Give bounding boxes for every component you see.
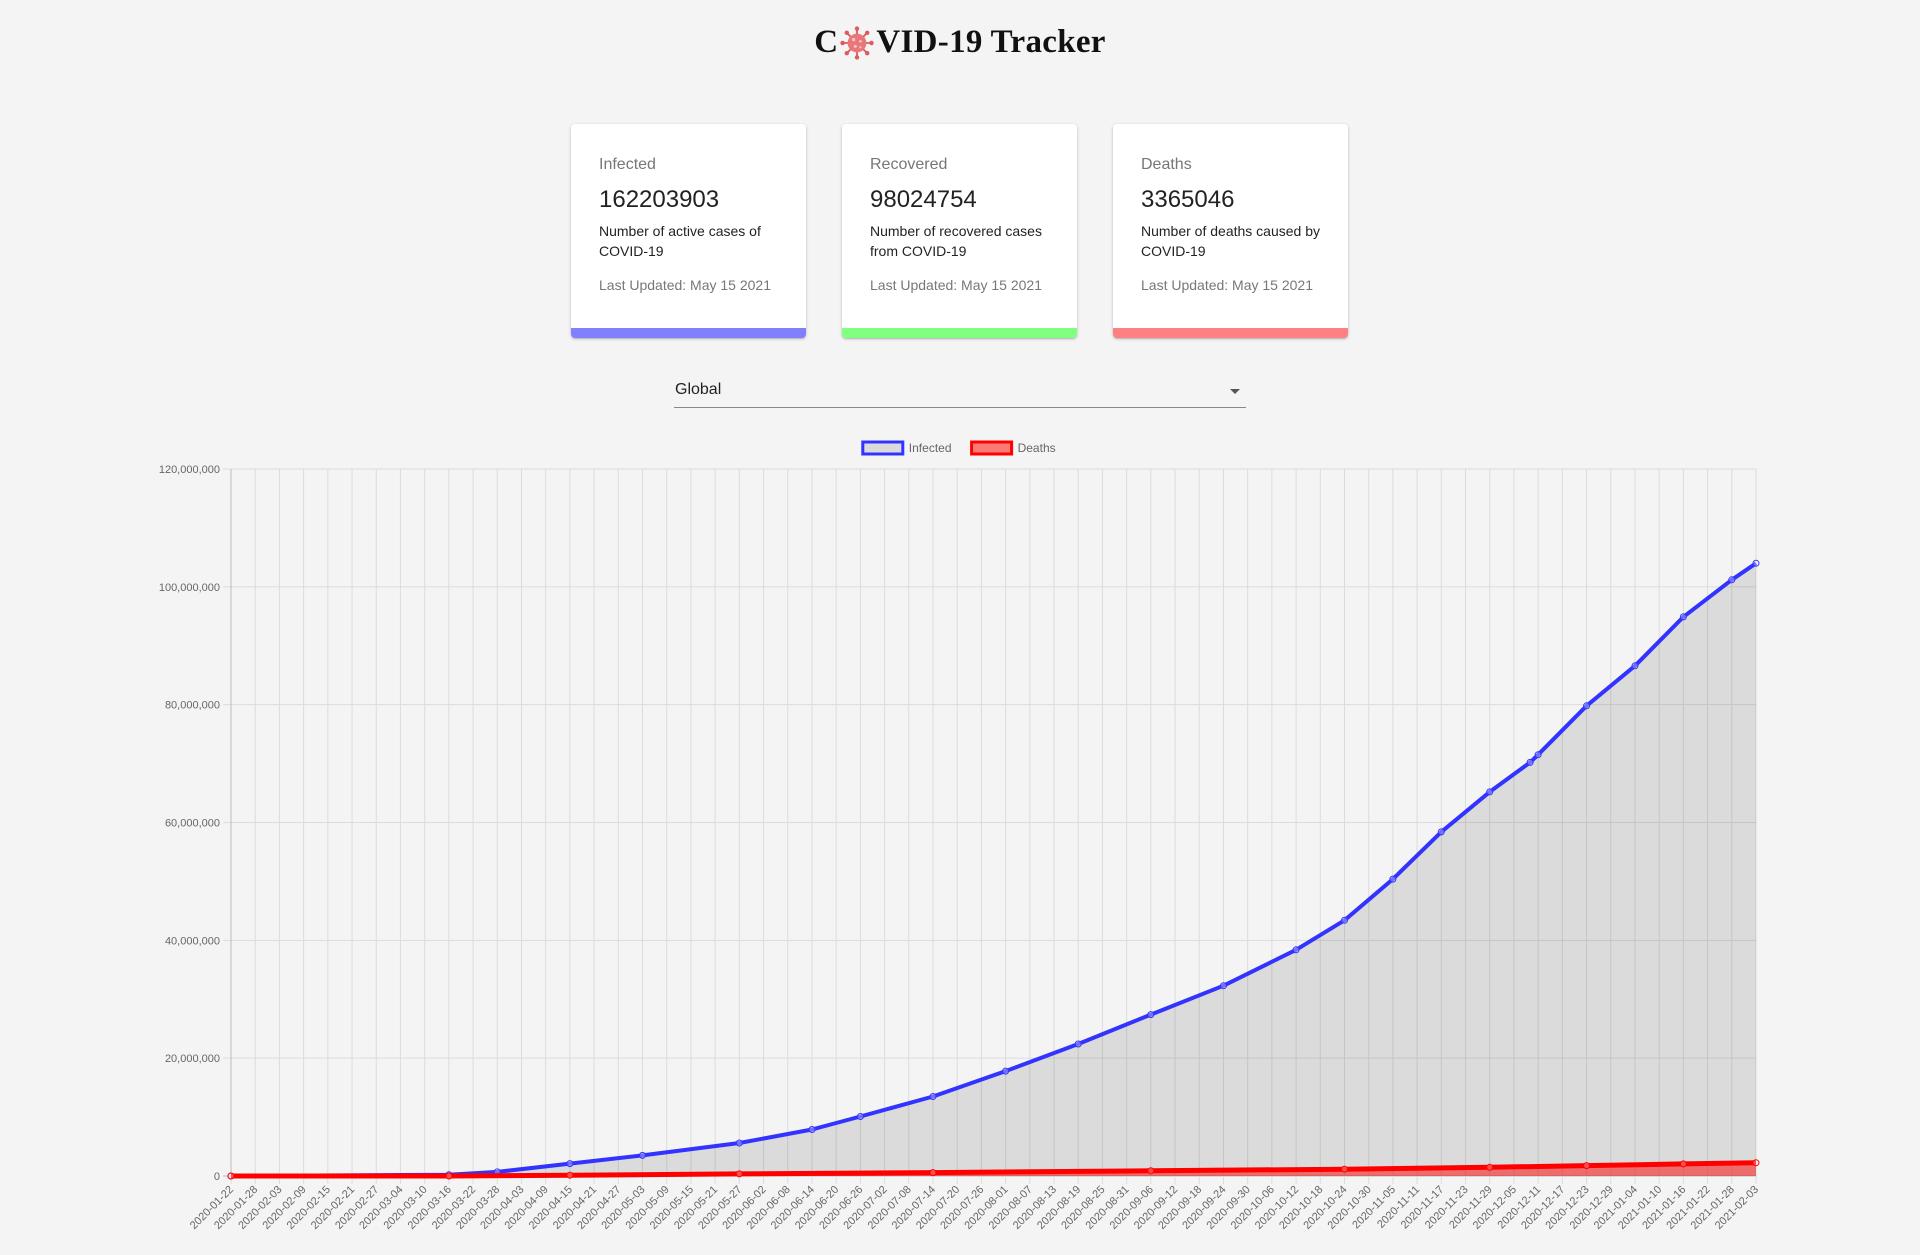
country-select-value: Global [675, 381, 722, 398]
data-point [1752, 1159, 1760, 1167]
virus-icon [840, 25, 875, 60]
card-color-bar [571, 328, 806, 338]
data-point [1486, 1163, 1494, 1171]
data-point [566, 1171, 574, 1179]
stats-cards: Infected 162203903 Number of active case… [571, 124, 1348, 338]
deaths-area [231, 1162, 1756, 1176]
title-text-start: C [814, 24, 839, 60]
data-point [1486, 788, 1494, 796]
data-point [1389, 875, 1397, 883]
title-text-end: VID-19 Tracker [876, 24, 1106, 60]
data-point [1341, 1165, 1348, 1173]
y-tick-label: 80,000,000 [165, 700, 220, 712]
deaths-points [227, 1159, 1760, 1180]
deaths-legend-swatch [970, 440, 1014, 456]
data-point [1679, 613, 1687, 621]
data-point [1074, 1040, 1082, 1048]
card-value: 98024754 [870, 186, 977, 213]
data-point [1526, 758, 1534, 766]
data-point [808, 1126, 816, 1133]
infected-legend-swatch [861, 440, 905, 456]
data-point [1728, 576, 1736, 584]
data-point [735, 1139, 743, 1147]
chevron-down-icon[interactable] [1230, 389, 1240, 394]
y-tick-label: 100,000,000 [159, 582, 220, 594]
data-point [929, 1093, 937, 1100]
card-value: 3365046 [1141, 186, 1235, 213]
data-point [1679, 1160, 1687, 1168]
data-point [1631, 662, 1639, 670]
y-tick-label: 20,000,000 [165, 1053, 220, 1065]
data-point [1147, 1167, 1155, 1175]
country-select[interactable]: Global [674, 376, 1246, 408]
deaths-card: Deaths 3365046 Number of deaths caused b… [1113, 124, 1348, 338]
card-description: Number of active cases of COVID-19 [599, 223, 761, 259]
infected-area [231, 563, 1756, 1176]
data-point [929, 1169, 937, 1177]
card-color-bar [842, 328, 1077, 338]
deaths-line [231, 1160, 1757, 1179]
page-title: C VID-19 Tracker [814, 24, 1106, 61]
recovered-card: Recovered 98024754 Number of recovered c… [842, 124, 1077, 338]
card-last-updated: Last Updated: May 15 2021 [1141, 277, 1314, 293]
data-point [1002, 1067, 1010, 1075]
cases-line-chart: 0 20,000,000 40,000,000 60,000,000 80,000,00… [159, 440, 1761, 1232]
data-point [639, 1151, 646, 1159]
infected-legend-label: Infected [909, 441, 952, 455]
card-label: Recovered [870, 156, 948, 173]
data-point [227, 1172, 235, 1180]
data-point [735, 1170, 743, 1178]
data-point [566, 1160, 574, 1168]
card-last-updated: Last Updated: May 15 2021 [599, 277, 772, 293]
infected-card: Infected 162203903 Number of active case… [571, 124, 806, 338]
data-point [1752, 559, 1760, 567]
data-point [1341, 916, 1348, 924]
data-point [1220, 982, 1227, 990]
data-point [1583, 702, 1591, 710]
page-header: C VID-19 Tracker [0, 24, 1920, 61]
card-color-bar [1113, 328, 1348, 338]
data-point [1292, 946, 1300, 954]
y-tick-label: 120,000,000 [159, 464, 220, 476]
y-tick-label: 60,000,000 [165, 818, 220, 830]
card-value: 162203903 [599, 186, 720, 213]
data-point [1534, 751, 1542, 759]
data-point [1583, 1162, 1591, 1170]
card-label: Infected [599, 156, 656, 173]
y-tick-label: 0 [214, 1171, 220, 1183]
data-point [1437, 828, 1445, 836]
deaths-legend-label: Deaths [1018, 441, 1056, 455]
y-tick-label: 40,000,000 [165, 935, 220, 947]
data-point [856, 1113, 864, 1120]
card-label: Deaths [1141, 156, 1192, 173]
card-description: Number of recovered cases from COVID-19 [870, 223, 1042, 259]
data-point [445, 1172, 453, 1180]
card-description: Number of deaths caused by COVID-19 [1141, 223, 1320, 259]
infected-line [230, 561, 1758, 1178]
chart-legend: Infected Deaths [861, 440, 1056, 456]
data-point [1147, 1011, 1155, 1019]
card-last-updated: Last Updated: May 15 2021 [870, 277, 1043, 293]
